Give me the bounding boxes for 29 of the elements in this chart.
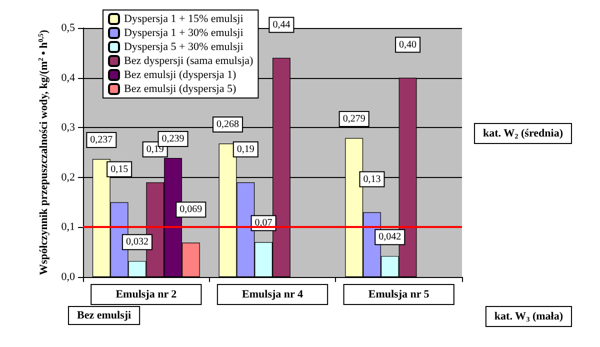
data-label: 0,279 xyxy=(342,114,366,125)
legend-label: Dyspersja 5 + 30% emulsji xyxy=(124,41,244,53)
data-label: 0,268 xyxy=(216,119,240,130)
data-label: 0,19 xyxy=(236,144,254,155)
data-label: 0,069 xyxy=(180,204,202,216)
y-tick-label: 0,5 xyxy=(61,22,76,34)
y-tick-label: 0,2 xyxy=(61,171,75,184)
data-label: 0,15 xyxy=(110,164,128,175)
data-label: 0,44 xyxy=(272,19,290,30)
data-label: 0,07 xyxy=(254,218,272,229)
data-label: 0,40 xyxy=(399,39,417,50)
legend-label: Dyspersja 1 + 30% emulsji xyxy=(124,27,244,39)
y-tick-label: 0,4 xyxy=(61,72,76,84)
x-tick-label: Emulsja nr 2 xyxy=(116,288,178,300)
legend-label: Bez dyspersji (sama emulsja) xyxy=(124,55,254,67)
y-tick-label: 0,1 xyxy=(61,221,75,234)
data-label: 0,13 xyxy=(363,174,381,185)
data-label: 0,239 xyxy=(162,133,184,144)
y-tick-label: 0,3 xyxy=(61,122,76,134)
data-label: 0,032 xyxy=(126,236,148,248)
legend-label: Bez emulsji (dyspersja 5) xyxy=(124,83,236,95)
text: Bez emulsji xyxy=(77,310,132,322)
x-tick-label: Emulsja nr 4 xyxy=(242,288,304,300)
y-tick-label: 0,0 xyxy=(61,271,76,283)
x-tick-label: Emulsja nr 5 xyxy=(368,288,430,300)
legend-label: Dyspersja 1 + 15% emulsji xyxy=(124,13,244,25)
legend-label: Bez emulsji (dyspersja 1) xyxy=(124,69,236,81)
data-label: 0,237 xyxy=(90,134,113,146)
data-label: 0,042 xyxy=(378,232,402,243)
